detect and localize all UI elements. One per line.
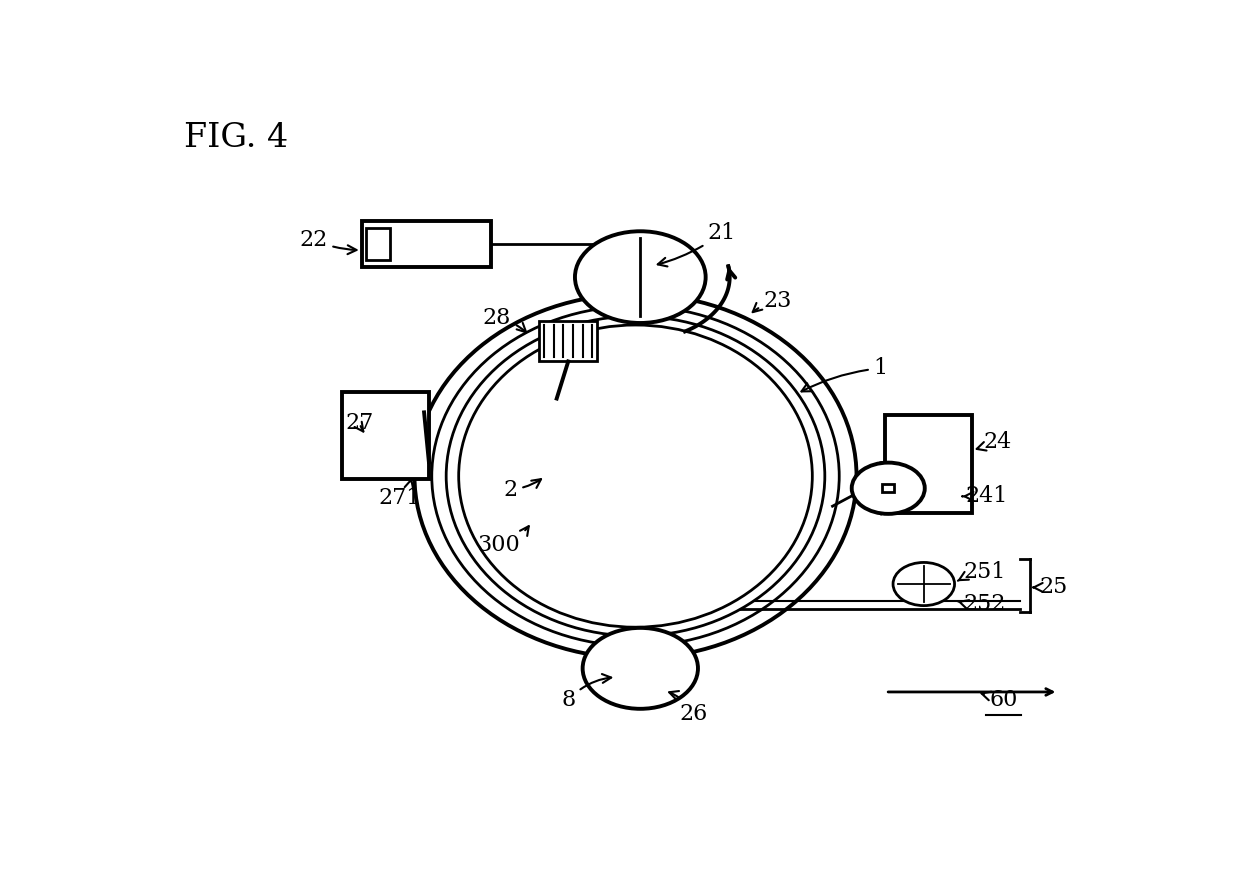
Circle shape [575,231,706,323]
Text: 24: 24 [977,431,1012,454]
Text: 60: 60 [982,689,1018,711]
Text: 8: 8 [562,674,611,711]
Text: 25: 25 [1033,576,1068,598]
Text: 2: 2 [503,478,541,500]
Text: FIG. 4: FIG. 4 [184,122,288,154]
Text: 241: 241 [962,485,1007,507]
Text: 21: 21 [657,223,737,266]
Ellipse shape [446,316,825,636]
Text: 23: 23 [753,290,792,312]
Bar [883,484,894,492]
Text: 28: 28 [482,307,526,332]
Text: 251: 251 [957,561,1006,583]
Bar [885,415,972,513]
Text: 27: 27 [346,413,373,434]
Text: 1: 1 [801,357,888,392]
Text: 252: 252 [957,593,1006,615]
Circle shape [852,463,925,514]
Bar [342,392,429,479]
Bar [362,221,491,267]
Bar [539,321,598,362]
Ellipse shape [459,325,812,627]
Ellipse shape [432,306,839,646]
Text: 300: 300 [477,526,528,556]
Bar [367,228,391,260]
Circle shape [893,562,955,605]
Text: 26: 26 [670,691,707,724]
Text: 22: 22 [299,229,357,254]
Text: 271: 271 [379,480,422,509]
Circle shape [583,628,698,709]
